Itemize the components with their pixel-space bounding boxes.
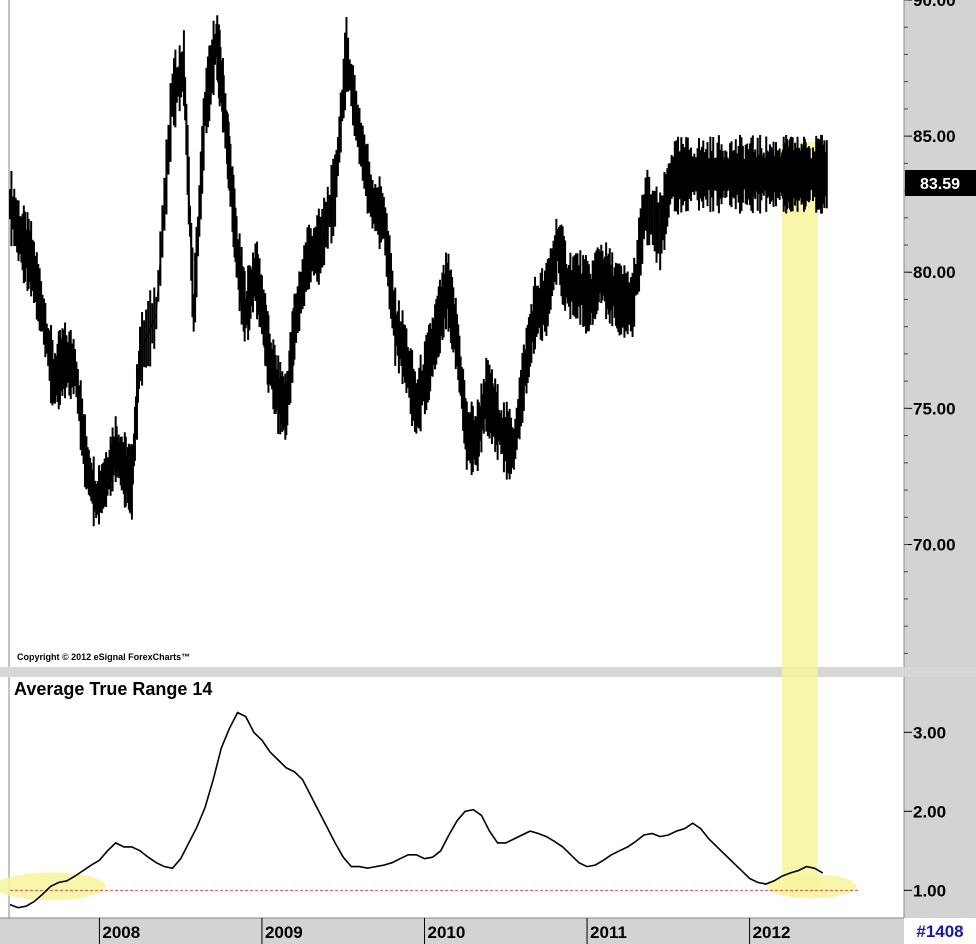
price-series-line <box>9 40 827 503</box>
date-tick-label: 2009 <box>265 923 303 942</box>
last-price-label: 83.59 <box>920 176 960 193</box>
price-tick-label: 75.00 <box>913 399 956 418</box>
highlight-oval-2012 <box>766 874 857 899</box>
chart-id-label: #1408 <box>916 922 963 941</box>
price-tick-label: 80.00 <box>913 263 956 282</box>
date-axis-background <box>0 918 904 944</box>
indicator-title: Average True Range 14 <box>14 679 212 699</box>
price-tick-label: 70.00 <box>913 535 956 554</box>
atr-tick-label: 2.00 <box>913 802 946 821</box>
date-tick-label: 2008 <box>102 923 140 942</box>
price-tick-label: 85.00 <box>913 127 956 146</box>
date-tick-label: 2010 <box>427 923 465 942</box>
date-tick-label: 2012 <box>753 923 791 942</box>
price-tick-label: 90.00 <box>913 0 956 10</box>
last-price-box <box>905 170 976 196</box>
y-axis-background <box>904 0 976 918</box>
id-box <box>904 918 976 944</box>
date-tick-label: 2011 <box>590 923 627 942</box>
copyright-text: Copyright © 2012 eSignal ForexCharts™ <box>17 652 190 662</box>
atr-tick-label: 3.00 <box>913 723 946 742</box>
atr-tick-label: 1.00 <box>913 881 946 900</box>
highlight-oval-2007 <box>0 872 106 901</box>
atr-series-line <box>9 711 824 909</box>
highlight-band-2012 <box>782 142 818 893</box>
pane-separator <box>0 667 976 677</box>
